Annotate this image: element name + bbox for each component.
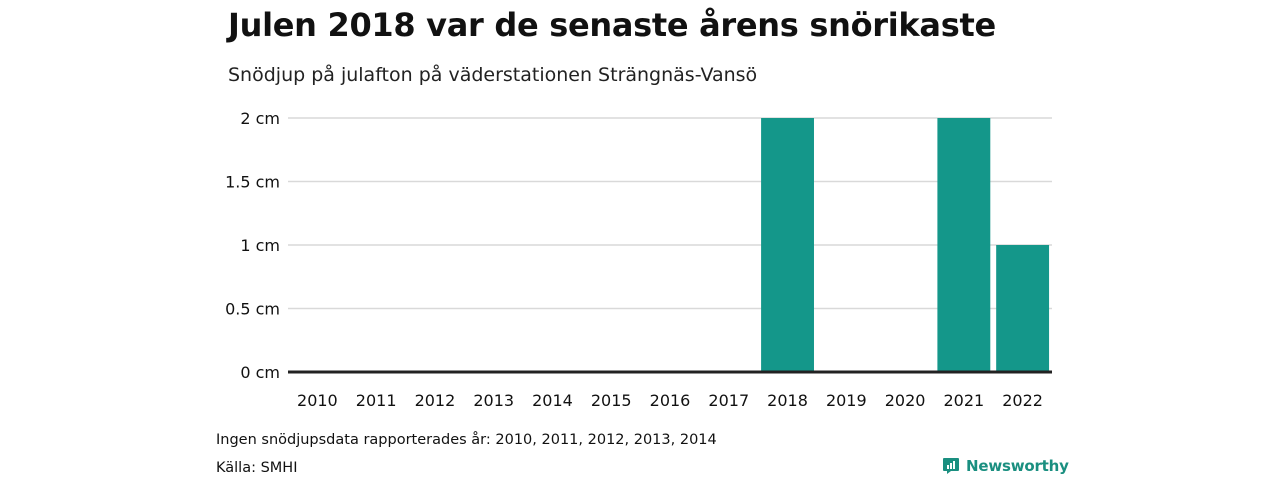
x-tick-label: 2019 [826,391,867,410]
newsworthy-icon [943,458,959,474]
bar-2022 [996,245,1050,372]
x-tick-label: 2021 [943,391,984,410]
y-tick-label: 0 cm [240,363,280,382]
brand-logo: Newsworthy [942,457,1069,475]
chart-title: Julen 2018 var de senaste årens snörikas… [228,6,996,44]
x-tick-label: 2015 [591,391,632,410]
source-text: Källa: SMHI [216,460,298,476]
y-tick-label: 2 cm [240,109,280,128]
y-tick-label: 0.5 cm [225,300,280,319]
y-tick-label: 1 cm [240,236,280,255]
chart-subtitle: Snödjup på julafton på väderstationen St… [228,64,758,86]
x-tick-label: 2013 [473,391,514,410]
x-tick-label: 2010 [297,391,338,410]
x-tick-label: 2012 [415,391,456,410]
bar-layer [761,118,1050,372]
grid-layer [288,117,1052,310]
bar-2018 [761,118,814,372]
x-tick-label: 2014 [532,391,573,410]
x-tick-label: 2017 [708,391,749,410]
x-tick-label: 2020 [885,391,926,410]
brand-name: Newsworthy [966,457,1069,475]
missing-data-note: Ingen snödjupsdata rapporterades år: 201… [216,432,717,448]
y-tick-label: 1.5 cm [225,173,280,192]
x-tick-label: 2018 [767,391,808,410]
axis-layer: 0 cm 0.5 cm 1 cm 1.5 cm 2 cm 2010 2011 2012 2013… [225,109,1052,410]
bar-2021 [937,118,991,372]
x-tick-label: 2016 [650,391,691,410]
x-tick-label: 2011 [356,391,397,410]
x-tick-label: 2022 [1002,391,1043,410]
